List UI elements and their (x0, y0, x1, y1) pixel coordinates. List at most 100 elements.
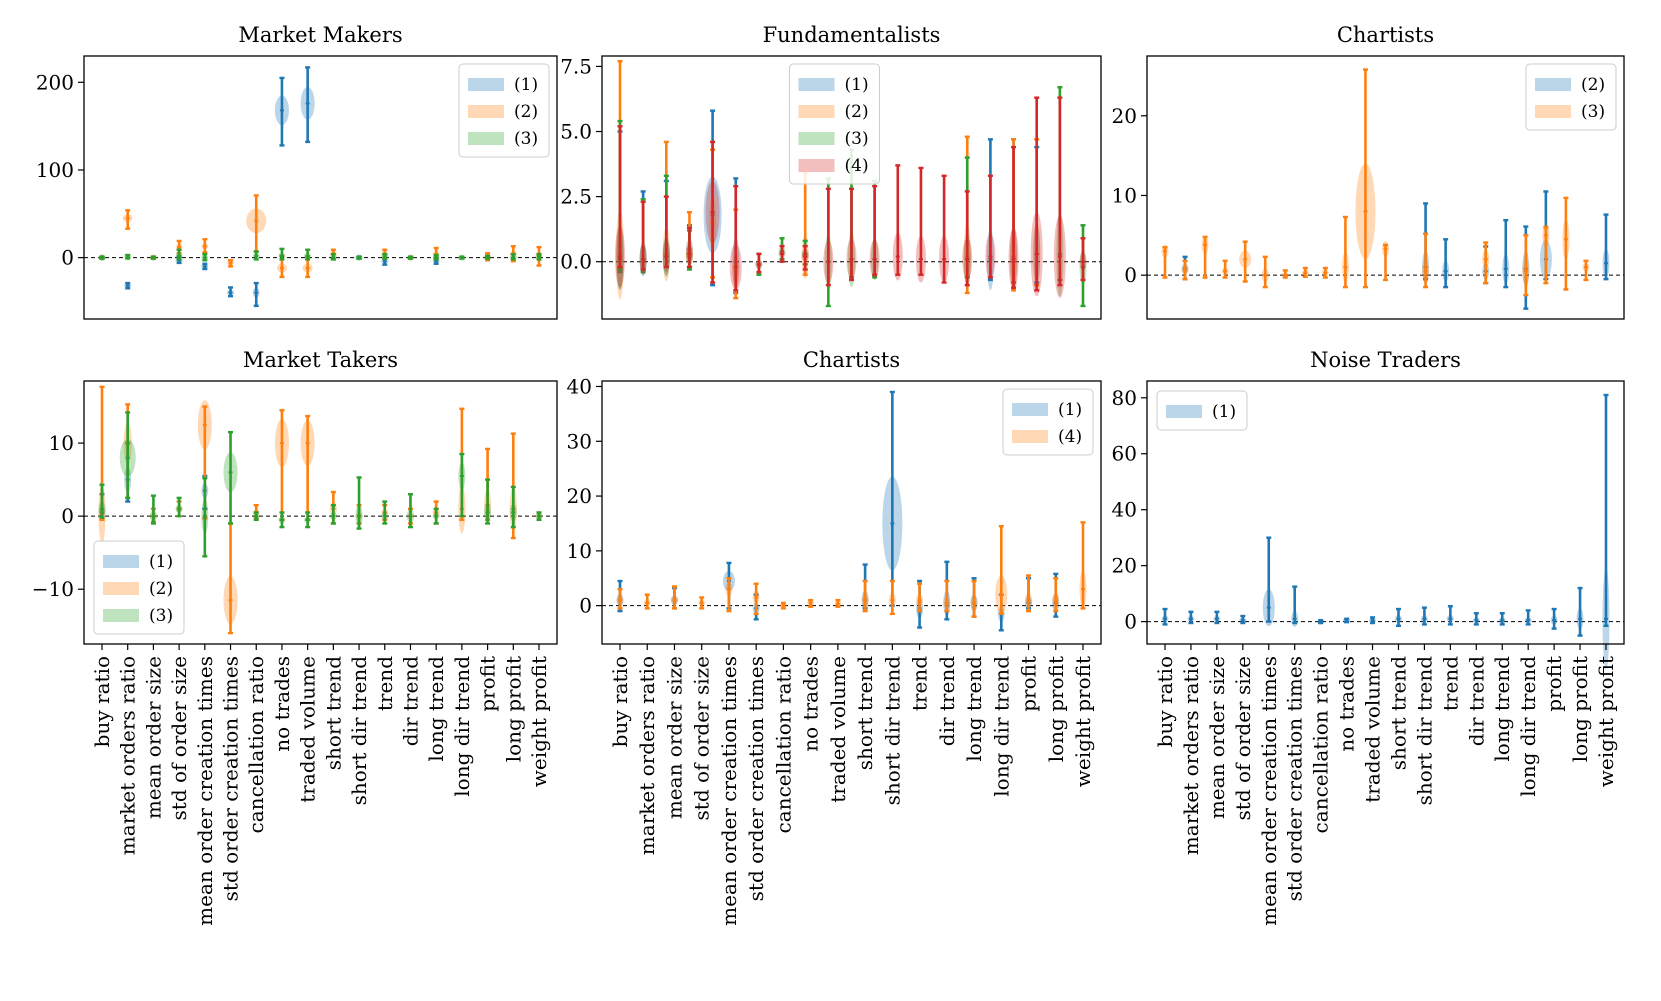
x-tick-label: mean order size (1205, 656, 1229, 819)
legend-box (1156, 390, 1248, 431)
legend-swatch (468, 105, 504, 118)
chart-panel: Chartists 0 10 20 (2)(3) (1112, 23, 1625, 320)
series-group (98, 411, 543, 558)
y-tick-label: 40 (567, 374, 592, 398)
x-tick-label: weight profit (527, 656, 551, 787)
legend-swatch (103, 582, 139, 595)
x-tick-label: long dir trend (989, 656, 1013, 797)
x-tick-label: profit (1542, 656, 1566, 712)
legend-swatch (798, 78, 835, 91)
axes-frame (83, 380, 558, 645)
chart-title: Chartists (1337, 23, 1434, 47)
axes-frame (601, 55, 1102, 320)
legend-label: (1) (1058, 400, 1082, 420)
legend-swatch (468, 78, 504, 91)
x-tick-label: buy ratio (1153, 656, 1177, 747)
legend-swatch (103, 609, 139, 622)
y-tick-label: 40 (1112, 498, 1137, 522)
x-tick-label: mean order size (141, 656, 165, 819)
legend-label: (3) (845, 129, 869, 149)
x-tick-label: long dir trend (1516, 656, 1540, 797)
legend: (1) (2) (3) (4) (789, 63, 880, 185)
y-tick-label: 2.5 (560, 185, 592, 209)
y-tick-label: 80 (1112, 386, 1137, 410)
series-group (616, 390, 1060, 632)
chart-panel: Chartists 0 10 20 30 40 buy ratio market orders… (567, 348, 1102, 926)
legend-label: (1) (149, 552, 173, 572)
x-tick-label: dir trend (398, 656, 422, 746)
x-tick-label: profit (1017, 656, 1041, 712)
x-tick-label: long trend (962, 656, 986, 762)
legend: (1) (2) (3) (458, 63, 550, 158)
legend-swatch (798, 159, 835, 172)
legend-swatch (1012, 430, 1048, 443)
x-tick-label: cancellation ratio (1309, 656, 1333, 833)
x-tick-label: long dir trend (450, 656, 474, 797)
axes-frame (1146, 380, 1625, 645)
x-tick-label: long profit (501, 656, 525, 762)
y-tick-label: 0 (61, 246, 74, 270)
x-tick-label: short dir trend (347, 656, 371, 806)
series-group (98, 194, 543, 279)
x-tick-label: market orders ratio (635, 656, 659, 855)
x-tick-label: std of order size (1231, 656, 1255, 820)
x-tick-label: weight profit (1071, 656, 1095, 787)
y-tick-label: −10 (32, 577, 74, 601)
x-tick-label: mean order creation times (193, 656, 217, 926)
legend-swatch (798, 132, 835, 145)
x-tick-label: short trend (853, 656, 877, 770)
legend-swatch (1166, 405, 1202, 418)
series-group (1161, 393, 1610, 670)
legend-label: (1) (514, 75, 538, 95)
legend: (1)(4) (1002, 388, 1094, 456)
y-tick-label: 10 (1112, 183, 1137, 207)
x-tick-label: std of order size (167, 656, 191, 820)
x-tick-label: mean order creation times (717, 656, 741, 926)
axes-frame (1146, 55, 1625, 320)
y-tick-label: 20 (1112, 554, 1137, 578)
legend-label: (4) (845, 156, 869, 176)
legend: (2)(3) (1525, 63, 1617, 131)
x-tick-label: market orders ratio (116, 656, 140, 855)
legend-swatch (103, 555, 139, 568)
legend-label: (2) (845, 102, 869, 122)
legend-swatch (798, 105, 835, 118)
legend-swatch (468, 132, 504, 145)
legend-box (93, 540, 185, 635)
legend-label: (3) (514, 129, 538, 149)
x-tick-label: traded volume (1361, 656, 1385, 803)
legend-label: (3) (149, 606, 173, 626)
series-group (98, 247, 543, 262)
x-tick-label: short trend (1386, 656, 1410, 770)
x-tick-label: no trades (270, 656, 294, 752)
x-tick-label: short dir trend (1412, 656, 1436, 806)
x-tick-label: long trend (424, 656, 448, 762)
x-tick-label: short trend (321, 656, 345, 770)
legend-swatch (1535, 78, 1571, 91)
y-tick-label: 10 (49, 431, 74, 455)
legend-label: (2) (514, 102, 538, 122)
x-tick-label: std of order size (690, 656, 714, 820)
x-tick-label: dir trend (1464, 656, 1488, 746)
legend: (1) (2) (3) (93, 540, 185, 635)
x-tick-label: traded volume (826, 656, 850, 803)
y-tick-label: 20 (1112, 104, 1137, 128)
chart-title: Fundamentalists (763, 23, 941, 47)
series-group (615, 96, 1087, 298)
y-tick-label: 30 (567, 429, 592, 453)
x-tick-label: std order creation times (219, 656, 243, 901)
chart-title: Chartists (803, 348, 900, 372)
legend-label: (2) (149, 579, 173, 599)
axes-frame (83, 55, 558, 320)
y-tick-label: 10 (567, 539, 592, 563)
legend-swatch (1535, 105, 1571, 118)
y-tick-label: 0 (1124, 263, 1137, 287)
y-tick-label: 0 (1124, 610, 1137, 634)
x-tick-label: cancellation ratio (771, 656, 795, 833)
x-tick-label: trend (908, 656, 932, 711)
axes-frame (601, 380, 1102, 645)
x-tick-label: mean order size (662, 656, 686, 819)
x-tick-label: long profit (1044, 656, 1068, 762)
